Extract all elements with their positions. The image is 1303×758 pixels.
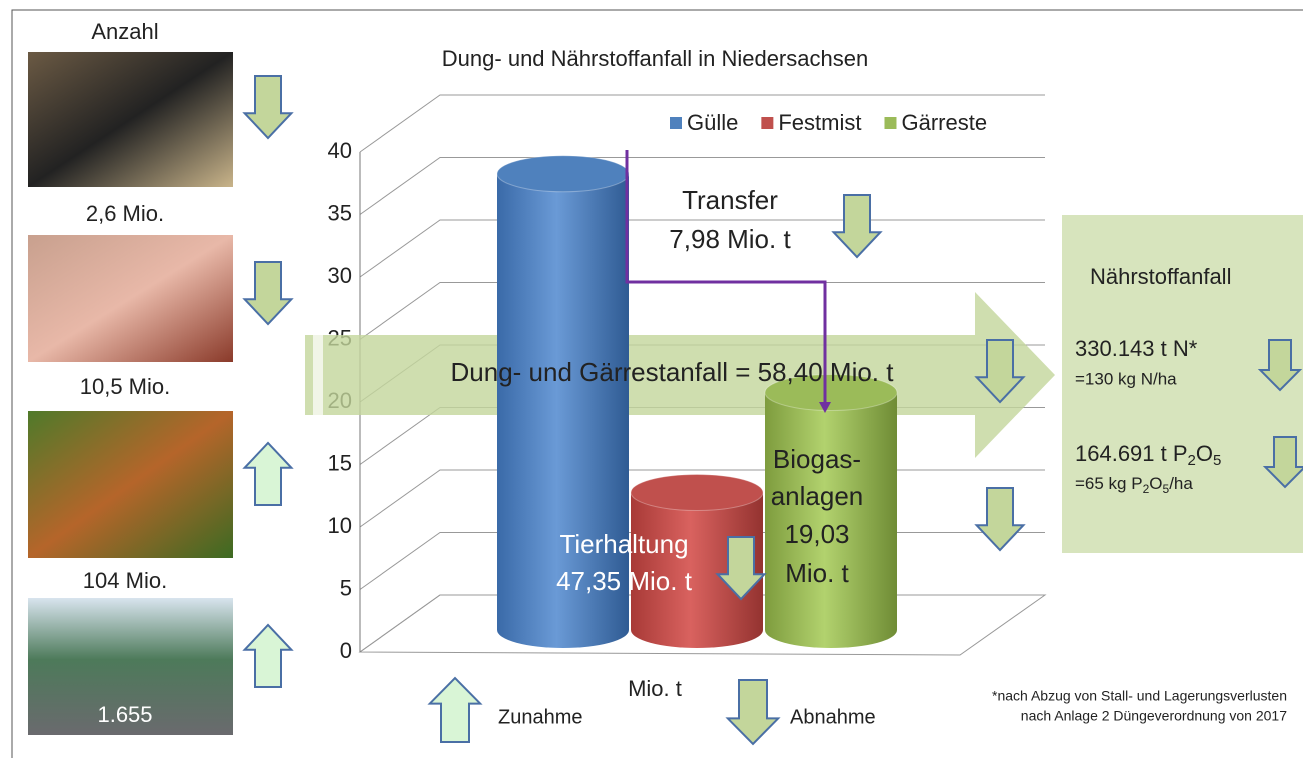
arrow-down [974, 339, 1026, 404]
arrow-up [242, 623, 294, 688]
arrow-down [715, 536, 767, 601]
annotation: Biogas- [773, 444, 861, 474]
photo-cows [28, 52, 233, 187]
legend-label: Festmist [778, 110, 861, 135]
y-tick-label: 5 [340, 575, 352, 600]
transfer-arrowhead [819, 402, 831, 413]
nutrient-n: 330.143 t N* [1075, 336, 1198, 361]
bar [497, 173, 629, 648]
t: 2 [1143, 482, 1150, 496]
nutrient-box [1062, 215, 1303, 553]
annotation: 7,98 Mio. t [669, 224, 791, 254]
cylinder [764, 374, 898, 648]
arrow-down [725, 679, 781, 746]
y-tick-label: 10 [328, 513, 352, 538]
arrow-up [427, 676, 483, 743]
key-up: Zunahme [498, 706, 583, 728]
nutrient-title: Nährstoffanfall [1090, 264, 1231, 289]
bar-top [630, 474, 764, 511]
arrows [242, 75, 1303, 746]
arrow-down [831, 194, 883, 259]
t: O [1149, 474, 1162, 493]
arrow-down [242, 261, 294, 326]
legend-swatch [884, 117, 897, 129]
t: 164.691 t P [1075, 441, 1188, 466]
annotation: Tierhaltung [559, 529, 688, 559]
sidebar-header: Anzahl [91, 19, 158, 44]
chart-title: Dung- und Nährstoffanfall in Niedersachs… [442, 46, 868, 71]
t: 5 [1163, 482, 1170, 496]
annotation: Dung- und Gärrestanfall = 58,40 Mio. t [451, 357, 895, 387]
flow-arrow-gap [313, 335, 323, 415]
y-tick-label: 0 [340, 638, 352, 663]
count: 2,6 Mio. [86, 201, 164, 226]
flow-arrow [305, 292, 1055, 458]
legend-label: Gülle [687, 110, 738, 135]
grid-line [359, 157, 1045, 215]
annotation: anlagen [771, 481, 864, 511]
arrow-down [974, 487, 1026, 552]
legend-swatch [761, 117, 774, 129]
nutrient-n-ha: =130 kg N/ha [1075, 369, 1177, 388]
photo-pig [28, 235, 233, 362]
y-tick-label: 40 [328, 138, 352, 163]
legend-label: Gärreste [901, 110, 987, 135]
arrow-down [1257, 339, 1303, 392]
y-tick-label: 35 [328, 200, 352, 225]
arrow-up [242, 441, 294, 506]
t: O [1196, 441, 1213, 466]
arrow-down [1262, 436, 1303, 489]
footnote: nach Anlage 2 Düngeverordnung von 2017 [1021, 708, 1287, 724]
annotation: Transfer [682, 185, 778, 215]
t: 5 [1213, 452, 1221, 469]
legend-swatch [670, 117, 682, 129]
annotation: 19,03 [784, 519, 849, 549]
nutrient-p-ha: =65 kg P2O5/ha [1075, 474, 1193, 496]
t: =65 kg P [1075, 474, 1143, 493]
grid-line [359, 282, 1045, 340]
photo-biogas [28, 598, 233, 735]
chart: 0510152025303540GülleFestmistGärreste [305, 94, 1055, 663]
x-axis-label: Mio. t [628, 676, 682, 701]
frame [11, 9, 1303, 758]
count: 104 Mio. [83, 568, 167, 593]
transfer-line [625, 150, 827, 405]
key-down: Abnahme [790, 706, 876, 728]
photo-hen [28, 411, 233, 558]
y-tick-label: 30 [328, 263, 352, 288]
arrow-down [242, 75, 294, 140]
cylinder [630, 474, 764, 648]
annotation: 47,35 Mio. t [556, 566, 693, 596]
photos [28, 52, 233, 735]
annotation: Mio. t [785, 558, 849, 588]
bar [631, 492, 763, 648]
y-tick-label: 15 [328, 450, 352, 475]
count: 10,5 Mio. [80, 374, 171, 399]
bar [765, 392, 897, 648]
footnote: *nach Abzug von Stall- und Lagerungsverl… [992, 688, 1287, 704]
cylinder [496, 155, 630, 648]
grid-line [359, 407, 1045, 465]
nutrient-p: 164.691 t P2O5 [1075, 441, 1221, 469]
count: 1.655 [97, 702, 152, 727]
grid-line [359, 94, 1045, 153]
t: /ha [1169, 474, 1193, 493]
bar-top [496, 155, 630, 193]
bar-top [764, 374, 898, 411]
t: 2 [1188, 452, 1196, 469]
